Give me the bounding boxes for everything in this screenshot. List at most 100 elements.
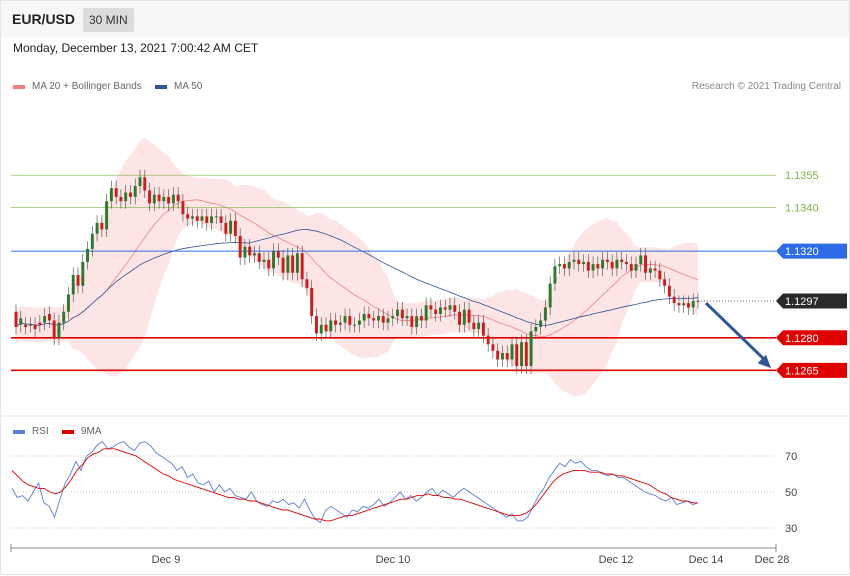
candle-body <box>71 274 75 295</box>
candle <box>429 297 433 318</box>
candle-body <box>162 196 166 202</box>
candle <box>486 328 490 352</box>
candle <box>100 215 104 237</box>
candle <box>90 226 94 257</box>
candle-body <box>238 235 242 258</box>
candle <box>229 213 233 242</box>
candle <box>334 312 338 333</box>
candle-body <box>372 318 376 321</box>
candle <box>214 208 218 224</box>
candle-body <box>524 342 528 366</box>
candle-body <box>505 352 509 360</box>
legend-swatch-ma50 <box>155 84 167 89</box>
candle-body <box>415 316 419 327</box>
candle-body <box>381 316 385 323</box>
candle <box>291 247 295 281</box>
candle-body <box>295 253 299 273</box>
candle-body <box>562 264 566 269</box>
candle <box>500 345 504 368</box>
candle-body <box>305 279 309 288</box>
candle <box>438 299 442 322</box>
candle <box>148 182 152 211</box>
candle <box>267 252 271 277</box>
candle <box>362 306 366 329</box>
candle <box>443 299 447 318</box>
x-tick-label: Dec 10 <box>376 554 411 566</box>
candle <box>357 312 361 333</box>
candle <box>391 308 395 326</box>
candle-body <box>391 316 395 319</box>
candle <box>477 315 481 337</box>
timeframe-button[interactable]: 30 MIN <box>83 8 134 32</box>
candle-body <box>467 309 471 323</box>
level-label-1.1320: 1.1320 <box>785 246 819 258</box>
candle-body <box>481 322 485 336</box>
legend-ma50: MA 50 <box>155 81 202 92</box>
candle <box>171 187 175 211</box>
candle <box>14 304 18 335</box>
candle <box>696 293 700 309</box>
x-tick-label: Dec 14 <box>689 554 724 566</box>
candle-body <box>639 255 643 265</box>
candle <box>372 310 376 329</box>
candle <box>43 308 47 331</box>
candle <box>124 184 128 209</box>
level-label-1.1265: 1.1265 <box>785 365 819 377</box>
candle-body <box>52 320 56 338</box>
candle <box>577 252 581 272</box>
candle-body <box>567 261 571 269</box>
candle-body <box>329 320 333 332</box>
candle-body <box>219 216 223 223</box>
rsi-tick-50: 50 <box>785 487 797 499</box>
candle <box>572 252 576 270</box>
candle <box>462 302 466 333</box>
candle <box>128 184 132 205</box>
candle <box>548 276 552 316</box>
candle-body <box>272 251 276 269</box>
candle <box>515 336 519 374</box>
candle-body <box>24 324 28 327</box>
candle-body <box>515 344 519 366</box>
candle <box>353 317 357 333</box>
candle-body <box>200 216 204 221</box>
candle <box>615 252 619 277</box>
candle <box>305 271 309 296</box>
candle-body <box>291 255 295 273</box>
level-box-1.1280 <box>776 330 847 346</box>
candle <box>424 297 428 329</box>
candle-body <box>124 192 128 202</box>
candle-body <box>33 324 37 330</box>
level-label-1.1280: 1.1280 <box>785 333 819 345</box>
candle <box>310 280 314 324</box>
candle <box>596 256 600 277</box>
candle <box>248 239 252 263</box>
candle <box>257 245 261 270</box>
candle-body <box>610 261 614 269</box>
candle <box>367 306 371 326</box>
rsi-series-9MA <box>11 448 698 522</box>
candle-body <box>248 246 252 256</box>
candle <box>324 317 328 339</box>
candle <box>38 315 42 333</box>
candle-body <box>90 233 94 249</box>
candle-body <box>410 316 414 327</box>
candle <box>686 295 690 316</box>
candle <box>52 312 56 346</box>
candle <box>138 169 142 194</box>
candle <box>210 208 214 231</box>
bollinger-band <box>16 138 698 397</box>
candle-body <box>424 305 428 321</box>
candle <box>386 310 390 331</box>
candle <box>586 254 590 279</box>
candle-body <box>181 201 185 215</box>
candle-body <box>534 326 538 332</box>
research-credit: Research © 2021 Trading Central <box>691 81 841 92</box>
candle-body <box>186 214 190 219</box>
candle <box>81 254 85 294</box>
candle-body <box>119 196 123 202</box>
rsi-tick-30: 30 <box>785 523 797 535</box>
candle-body <box>343 316 347 323</box>
candle-body <box>558 264 562 267</box>
candle <box>319 317 323 342</box>
